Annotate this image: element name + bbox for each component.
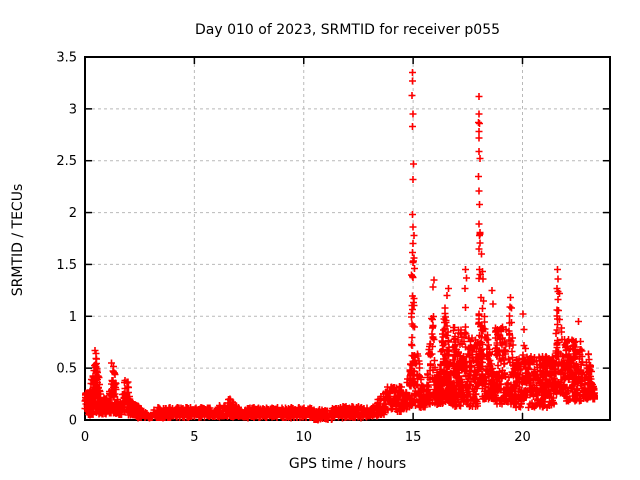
y-tick-label: 2 bbox=[69, 206, 77, 221]
y-tick-label: 0 bbox=[69, 414, 77, 429]
x-tick-label: 15 bbox=[405, 430, 422, 445]
x-tick-label: 5 bbox=[190, 430, 198, 445]
x-tick-label: 0 bbox=[81, 430, 89, 445]
y-tick-label: 1.5 bbox=[56, 258, 77, 273]
data-points bbox=[81, 69, 598, 424]
x-tick-label: 20 bbox=[514, 430, 531, 445]
y-tick-label: 2.5 bbox=[56, 154, 77, 169]
y-tick-label: 1 bbox=[69, 310, 77, 325]
chart-title: Day 010 of 2023, SRMTID for receiver p05… bbox=[194, 22, 501, 38]
y-tick-label: 3 bbox=[69, 102, 77, 117]
x-tick-label: 10 bbox=[295, 430, 312, 445]
x-axis-label: GPS time / hours bbox=[288, 456, 407, 472]
y-tick-label: 3.5 bbox=[56, 51, 77, 66]
y-tick-label: 0.5 bbox=[56, 362, 77, 377]
plot-border bbox=[84, 56, 611, 421]
